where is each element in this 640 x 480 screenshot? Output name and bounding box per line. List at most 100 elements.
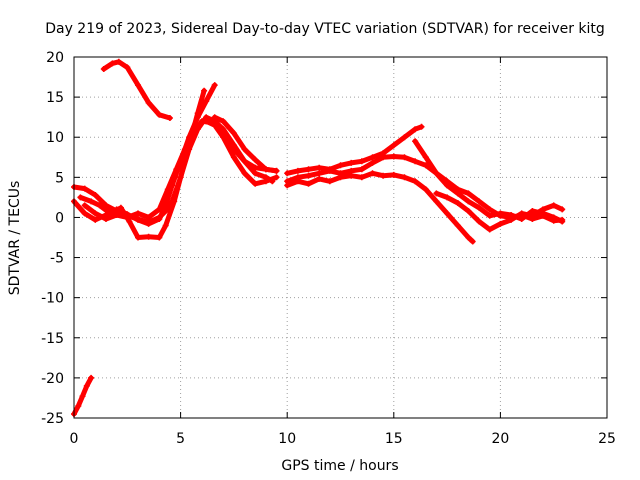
data-point (348, 159, 355, 166)
series-group (71, 58, 566, 417)
data-point (262, 178, 269, 185)
data-point (88, 374, 95, 381)
y-tick-label: -25 (41, 411, 64, 427)
y-tick-label: -20 (41, 371, 64, 387)
data-point (252, 156, 259, 163)
data-point (358, 166, 365, 173)
data-point (273, 167, 280, 174)
data-point (81, 185, 88, 192)
x-tick-label: 0 (70, 431, 79, 447)
y-tick-label: 0 (55, 210, 64, 226)
x-tick-label: 20 (491, 431, 509, 447)
data-point (294, 167, 301, 174)
data-point (145, 99, 152, 106)
data-point (83, 382, 90, 389)
data-point (241, 146, 248, 153)
data-point (211, 122, 218, 129)
x-tick-label: 25 (598, 431, 616, 447)
data-point (211, 114, 218, 121)
data-point (390, 142, 397, 149)
data-point (262, 166, 269, 173)
grid (74, 57, 607, 418)
data-point (156, 206, 163, 213)
data-point (96, 202, 103, 209)
data-point (369, 159, 376, 166)
data-point (316, 164, 323, 171)
data-point (444, 194, 451, 201)
series-line-2 (101, 59, 173, 121)
data-point (273, 174, 280, 181)
data-point (230, 154, 237, 161)
data-point (476, 218, 483, 225)
axes: 0 5 10 15 20 25 -25 -20 -15 -10 -5 0 5 10 15 20 (41, 50, 616, 447)
data-point (412, 158, 419, 165)
data-point (220, 118, 227, 125)
data-point (433, 190, 440, 197)
data-point (77, 194, 84, 201)
series-line-9 (284, 124, 424, 176)
y-tick-label: 10 (46, 130, 64, 146)
data-point (241, 158, 248, 165)
data-point (444, 210, 451, 217)
data-point (401, 154, 408, 161)
data-point (294, 178, 301, 185)
data-point (358, 158, 365, 165)
data-point (241, 170, 248, 177)
data-point (469, 238, 476, 245)
data-point (380, 172, 387, 179)
data-point (124, 64, 131, 71)
plot-frame (73, 56, 608, 419)
data-point (203, 98, 210, 105)
data-point (252, 180, 259, 187)
data-point (103, 216, 109, 222)
y-tick-label: 20 (46, 50, 64, 66)
data-point (156, 216, 163, 222)
data-point (401, 134, 408, 141)
data-point (390, 153, 397, 160)
data-point (81, 202, 88, 209)
x-tick-label: 10 (278, 431, 296, 447)
x-axis-label: GPS time / hours (281, 458, 398, 474)
data-point (186, 146, 193, 153)
data-point (305, 166, 312, 173)
data-point (433, 198, 440, 205)
data-point (230, 142, 237, 149)
data-point (145, 214, 152, 221)
data-point (518, 216, 525, 222)
data-point (550, 202, 557, 209)
data-point (337, 174, 344, 181)
data-point (164, 186, 171, 193)
data-point (486, 206, 493, 213)
data-point (107, 210, 114, 217)
data-point (518, 210, 525, 217)
data-point (369, 154, 376, 161)
data-point (412, 126, 419, 133)
data-point (454, 222, 461, 229)
data-point (422, 154, 429, 161)
y-tick-label: 5 (55, 170, 64, 186)
data-point (454, 190, 461, 197)
data-point (88, 198, 95, 205)
data-point (540, 206, 546, 213)
data-point (81, 210, 88, 217)
data-point (559, 218, 566, 225)
data-point (465, 234, 472, 241)
data-point (194, 114, 201, 121)
data-point (109, 60, 116, 67)
data-point (559, 206, 566, 213)
data-point (465, 208, 472, 214)
data-point (79, 393, 86, 400)
data-point (418, 123, 425, 130)
data-point (476, 198, 483, 205)
data-point (145, 220, 152, 227)
data-point (117, 204, 124, 211)
data-point (171, 198, 178, 205)
data-point (230, 130, 237, 137)
data-point (444, 182, 451, 189)
data-point (194, 126, 201, 133)
data-point (326, 167, 333, 174)
data-point (113, 212, 120, 218)
data-point (284, 170, 291, 177)
chart-title: Day 219 of 2023, Sidereal Day-to-day VTE… (45, 21, 605, 37)
data-point (486, 226, 493, 233)
